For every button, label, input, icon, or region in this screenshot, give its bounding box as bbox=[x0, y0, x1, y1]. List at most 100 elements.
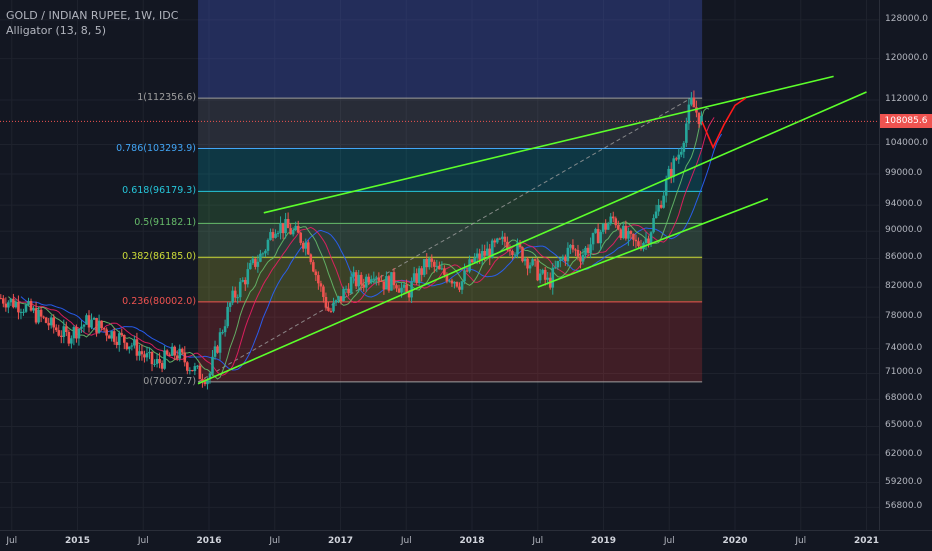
candle-body bbox=[375, 277, 378, 279]
candle-body bbox=[561, 256, 565, 260]
candle-body bbox=[687, 104, 691, 124]
drawing-lines[interactable] bbox=[0, 75, 879, 385]
candle-body bbox=[680, 151, 683, 155]
candle-body bbox=[125, 342, 129, 350]
candle-body bbox=[538, 273, 542, 281]
candle bbox=[178, 344, 182, 362]
price-tick-label: 62000.0 bbox=[885, 448, 923, 459]
candle bbox=[654, 204, 658, 219]
candle bbox=[291, 227, 295, 237]
candle bbox=[574, 248, 577, 257]
candle bbox=[450, 278, 454, 287]
candle-body bbox=[251, 258, 255, 264]
candle-body bbox=[377, 277, 381, 281]
candle bbox=[47, 318, 50, 331]
candle bbox=[669, 162, 673, 184]
price-axis[interactable] bbox=[879, 0, 932, 530]
candle bbox=[70, 335, 73, 349]
candle bbox=[511, 249, 514, 260]
candle bbox=[559, 257, 562, 268]
candle-body bbox=[354, 272, 358, 287]
candle-body bbox=[276, 233, 280, 235]
candle bbox=[246, 262, 250, 288]
candle bbox=[173, 345, 177, 361]
candle bbox=[422, 259, 426, 278]
candle-body bbox=[42, 316, 45, 318]
candle-body bbox=[473, 257, 476, 263]
candle bbox=[170, 343, 174, 357]
candle bbox=[674, 156, 678, 162]
candle-body bbox=[523, 258, 527, 262]
candle bbox=[334, 299, 338, 307]
candle-body bbox=[196, 365, 199, 367]
candle-body bbox=[410, 281, 413, 298]
candle bbox=[611, 211, 615, 223]
candle-body bbox=[664, 179, 668, 196]
candle bbox=[160, 360, 164, 373]
candle bbox=[377, 272, 381, 286]
candle-body bbox=[208, 373, 212, 380]
symbol-title[interactable]: GOLD / INDIAN RUPEE, 1W, IDC bbox=[6, 9, 179, 22]
time-tick-label: Jul bbox=[137, 536, 149, 546]
candle bbox=[19, 308, 23, 320]
candle-body bbox=[145, 353, 149, 358]
candle-body bbox=[261, 253, 265, 255]
candle bbox=[503, 232, 507, 247]
indicator-legend[interactable]: Alligator (13, 8, 5) bbox=[6, 24, 107, 37]
fib-retracement[interactable] bbox=[197, 0, 703, 383]
candle-body bbox=[586, 247, 590, 253]
candle bbox=[692, 90, 696, 108]
candle bbox=[460, 280, 464, 295]
candle-body bbox=[352, 272, 355, 277]
candle bbox=[445, 272, 449, 284]
candle bbox=[158, 352, 161, 369]
candle-body bbox=[223, 326, 227, 333]
candle bbox=[589, 237, 592, 259]
candle bbox=[145, 346, 149, 362]
candle-body bbox=[571, 244, 575, 250]
candle bbox=[105, 327, 108, 342]
candle-body bbox=[47, 322, 50, 326]
candle bbox=[17, 295, 20, 320]
candle bbox=[685, 117, 688, 148]
candle-body bbox=[256, 261, 260, 267]
candle-body bbox=[178, 348, 182, 359]
candle-body bbox=[148, 351, 151, 354]
candle bbox=[659, 200, 663, 209]
candle-body bbox=[233, 290, 237, 298]
candle-body bbox=[29, 300, 33, 311]
candle bbox=[196, 364, 199, 370]
candle bbox=[175, 350, 179, 361]
candle bbox=[601, 223, 605, 235]
candle-body bbox=[186, 362, 189, 371]
candle-body bbox=[110, 331, 113, 339]
candle bbox=[0, 294, 3, 300]
alligator-jaw-line bbox=[20, 133, 723, 371]
candle-body bbox=[657, 204, 660, 212]
candle-body bbox=[450, 280, 454, 284]
candle bbox=[380, 274, 383, 283]
time-axis[interactable] bbox=[0, 530, 932, 551]
candle bbox=[564, 254, 567, 266]
candle bbox=[352, 266, 355, 284]
price-tick-label: 104000.0 bbox=[885, 138, 928, 149]
candle-body bbox=[460, 281, 464, 290]
candle bbox=[155, 353, 159, 368]
candle-body bbox=[39, 309, 43, 317]
candle bbox=[677, 148, 681, 164]
candle-body bbox=[54, 327, 58, 331]
candle bbox=[700, 111, 703, 126]
candle-body bbox=[506, 241, 509, 251]
candle-body bbox=[329, 310, 333, 312]
candle-body bbox=[700, 115, 703, 124]
candle-body bbox=[427, 258, 431, 268]
candle-body bbox=[616, 225, 620, 230]
candle bbox=[183, 346, 187, 367]
candle-body bbox=[415, 273, 418, 284]
candle bbox=[281, 223, 285, 240]
candle-body bbox=[322, 286, 325, 297]
candle-body bbox=[599, 231, 602, 244]
candle-body bbox=[218, 332, 222, 353]
candle bbox=[312, 259, 315, 273]
